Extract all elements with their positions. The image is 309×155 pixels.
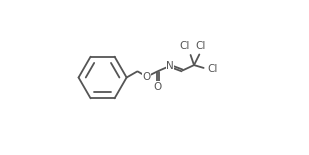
- Text: Cl: Cl: [207, 64, 218, 74]
- Text: Cl: Cl: [196, 41, 206, 51]
- Text: O: O: [154, 82, 162, 92]
- Text: N: N: [166, 61, 174, 71]
- Text: O: O: [143, 72, 151, 82]
- Text: Cl: Cl: [179, 41, 189, 51]
